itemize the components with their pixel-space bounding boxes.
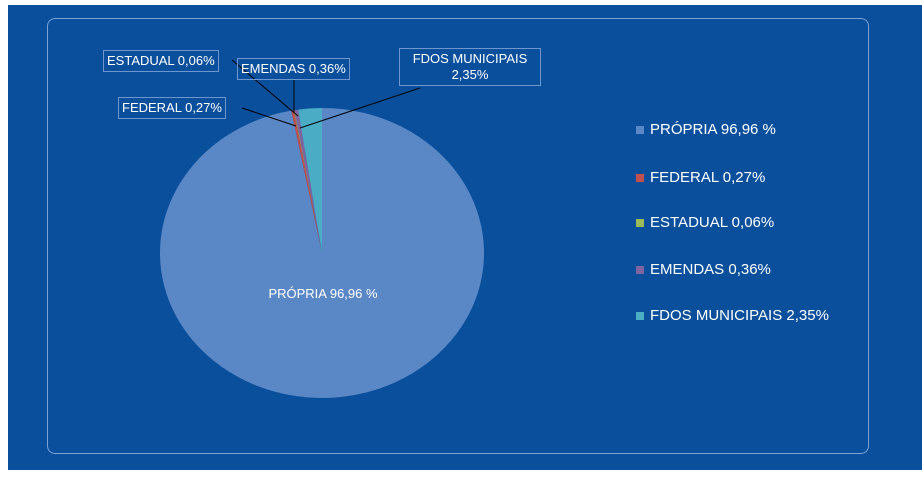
pie-slice bbox=[291, 110, 322, 254]
legend-label: PRÓPRIA 96,96 % bbox=[650, 121, 776, 138]
data-label: FEDERAL 0,27% bbox=[118, 97, 226, 119]
data-label: EMENDAS 0,36% bbox=[237, 58, 350, 80]
leader-line bbox=[231, 59, 299, 117]
legend-swatch bbox=[636, 174, 644, 182]
legend-item: FEDERAL 0,27% bbox=[636, 168, 830, 188]
legend-label: FDOS MUNICIPAIS 2,35% bbox=[650, 307, 829, 324]
legend-item: PRÓPRIA 96,96 % bbox=[636, 120, 830, 140]
legend-label: FEDERAL 0,27% bbox=[650, 169, 766, 186]
plot-frame bbox=[47, 18, 869, 454]
legend-swatch bbox=[636, 126, 644, 134]
legend-item: EMENDAS 0,36% bbox=[636, 260, 830, 280]
leader-line bbox=[241, 107, 297, 127]
legend-swatch bbox=[636, 219, 644, 227]
data-label: ESTADUAL 0,06% bbox=[103, 50, 219, 72]
data-label: FDOS MUNICIPAIS 2,35% bbox=[399, 48, 541, 86]
legend-item: FDOS MUNICIPAIS 2,35% bbox=[636, 306, 830, 326]
pie-slice bbox=[294, 109, 322, 253]
legend-label: EMENDAS 0,36% bbox=[650, 261, 771, 278]
data-label: PRÓPRIA 96,96 % bbox=[268, 286, 378, 301]
pie-slice bbox=[293, 110, 322, 253]
pie-slice bbox=[298, 108, 322, 253]
leader-lines bbox=[231, 59, 421, 129]
legend-item: ESTADUAL 0,06% bbox=[636, 213, 830, 233]
legend-label: ESTADUAL 0,06% bbox=[650, 214, 775, 231]
leader-line bbox=[299, 87, 421, 129]
legend-swatch bbox=[636, 266, 644, 274]
legend-swatch bbox=[636, 312, 644, 320]
